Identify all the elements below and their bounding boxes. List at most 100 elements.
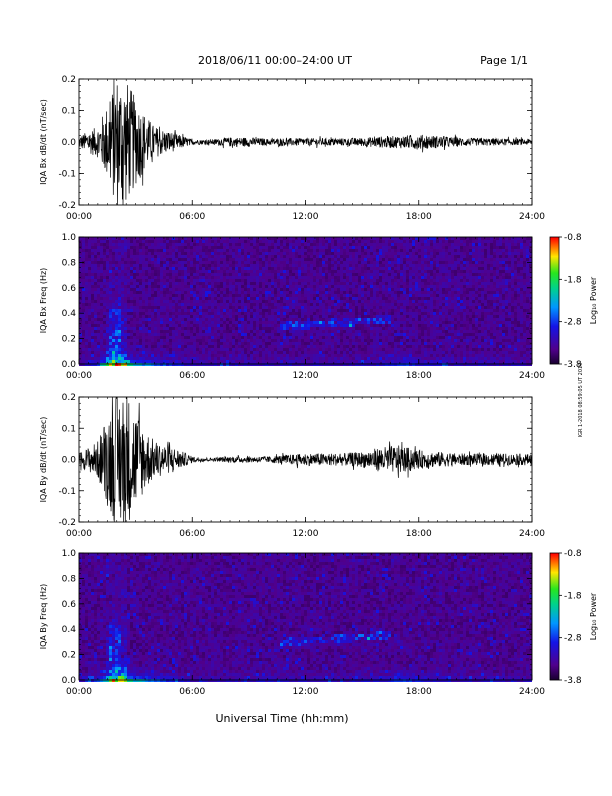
spectrogram-cell	[385, 282, 388, 285]
spectrogram-cell	[307, 285, 310, 288]
spectrogram-cell	[85, 240, 88, 243]
spectrogram-cell	[406, 294, 409, 297]
spectrogram-cell	[316, 252, 319, 255]
spectrogram-cell	[169, 273, 172, 276]
spectrogram-cell	[133, 243, 136, 246]
spectrogram-cell	[439, 288, 442, 291]
spectrogram-cell	[187, 324, 190, 327]
spectrogram-cell	[154, 330, 157, 333]
spectrogram-cell	[136, 246, 139, 249]
spectrogram-cell	[175, 303, 178, 306]
spectrogram-cell	[247, 276, 250, 279]
spectrogram-cell	[502, 297, 505, 300]
spectrogram-cell	[490, 273, 493, 276]
spectrogram-cell	[172, 252, 175, 255]
spectrogram-cell	[319, 252, 322, 255]
spectrogram-cell	[514, 240, 517, 243]
spectrogram-cell	[361, 246, 364, 249]
spectrogram-cell	[280, 255, 283, 258]
spectrogram-cell	[247, 282, 250, 285]
spectrogram-cell	[133, 285, 136, 288]
spectrogram-cell	[232, 303, 235, 306]
spectrogram-cell	[202, 240, 205, 243]
spectrogram-cell	[286, 312, 289, 315]
spectrogram-cell	[304, 279, 307, 282]
spectrogram-cell	[136, 270, 139, 273]
spectrogram-cell	[529, 273, 532, 276]
spectrogram-cell	[160, 312, 163, 315]
spectrogram-cell	[217, 282, 220, 285]
spectrogram-cell	[370, 312, 373, 315]
spectrogram-cell	[274, 303, 277, 306]
spectrogram-cell	[493, 294, 496, 297]
spectrogram-cell	[193, 249, 196, 252]
spectrogram-cell	[412, 255, 415, 258]
spectrogram-cell	[259, 288, 262, 291]
spectrogram-cell	[256, 330, 259, 333]
spectrogram-cell	[139, 276, 142, 279]
spectrogram-cell	[463, 327, 466, 330]
spectrogram-cell	[184, 240, 187, 243]
spectrogram-cell	[205, 318, 208, 321]
spectrogram-cell	[418, 303, 421, 306]
spectrogram-cell	[319, 324, 322, 327]
spectrogram-cell	[253, 321, 256, 324]
spectrogram-cell	[97, 300, 100, 303]
spectrogram-cell	[133, 267, 136, 270]
spectrogram-cell	[364, 243, 367, 246]
spectrogram-cell	[361, 306, 364, 309]
spectrogram-cell	[394, 291, 397, 294]
spectrogram-cell	[382, 324, 385, 327]
spectrogram-cell	[172, 300, 175, 303]
spectrogram-cell	[283, 270, 286, 273]
spectrogram-cell	[319, 312, 322, 315]
spectrogram-cell	[100, 249, 103, 252]
spectrogram-cell	[145, 330, 148, 333]
spectrogram-cell	[148, 261, 151, 264]
spectrogram-cell	[85, 276, 88, 279]
spectrogram-cell	[115, 267, 118, 270]
spectrogram-cell	[157, 300, 160, 303]
spectrogram-cell	[127, 315, 130, 318]
spectrogram-cell	[238, 309, 241, 312]
spectrogram-cell	[325, 318, 328, 321]
spectrogram-cell	[277, 315, 280, 318]
spectrogram-cell	[142, 279, 145, 282]
spectrogram-cell	[385, 291, 388, 294]
spectrogram-cell	[448, 252, 451, 255]
spectrogram-cell	[433, 252, 436, 255]
spectrogram-cell	[88, 252, 91, 255]
spectrogram-cell	[235, 276, 238, 279]
spectrogram-cell	[496, 303, 499, 306]
spectrogram-cell	[523, 243, 526, 246]
spectrogram-cell	[448, 318, 451, 321]
spectrogram-cell	[400, 258, 403, 261]
spectrogram-cell	[415, 306, 418, 309]
spectrogram-cell	[439, 264, 442, 267]
spectrogram-cell	[202, 255, 205, 258]
spectrogram-cell	[343, 240, 346, 243]
spectrogram-cell	[253, 300, 256, 303]
spectrogram-cell	[211, 294, 214, 297]
spectrogram-cell	[343, 279, 346, 282]
spectrogram-cell	[244, 249, 247, 252]
spectrogram-cell	[487, 306, 490, 309]
spectrogram-cell	[196, 252, 199, 255]
spectrogram-cell	[517, 255, 520, 258]
spectrogram-cell	[97, 285, 100, 288]
spectrogram-cell	[172, 294, 175, 297]
spectrogram-cell	[322, 321, 325, 324]
spectrogram-cell	[460, 267, 463, 270]
spectrogram-cell	[472, 294, 475, 297]
spectrogram-cell	[442, 294, 445, 297]
spectrogram-cell	[415, 327, 418, 330]
spectrogram-cell	[109, 258, 112, 261]
spectrogram-cell	[301, 288, 304, 291]
spectrogram-cell	[124, 324, 127, 327]
spectrogram-cell	[352, 264, 355, 267]
spectrogram-cell	[499, 288, 502, 291]
spectrogram-cell	[241, 318, 244, 321]
spectrogram-cell	[127, 276, 130, 279]
spectrogram-cell	[316, 312, 319, 315]
